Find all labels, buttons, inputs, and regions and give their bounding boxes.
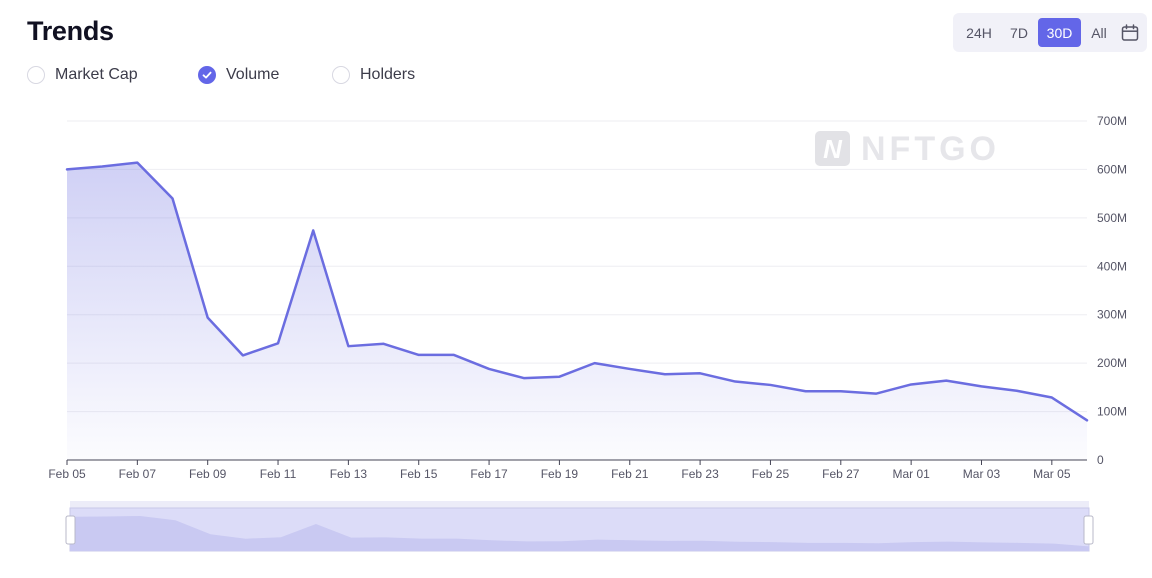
data-point: [593, 361, 597, 365]
x-tick-label: Mar 05: [1033, 467, 1071, 481]
legend-label-market-cap: Market Cap: [55, 66, 138, 83]
data-point: [100, 165, 104, 169]
x-tick-label: Feb 07: [119, 467, 157, 481]
y-tick-label: 500M: [1097, 211, 1127, 225]
x-tick-label: Feb 21: [611, 467, 649, 481]
x-tick-label: Feb 11: [260, 467, 297, 481]
data-point: [874, 392, 878, 396]
legend-item-holders[interactable]: Holders: [332, 66, 452, 84]
x-tick-label: Feb 23: [681, 467, 719, 481]
data-point: [171, 196, 175, 200]
x-tick-label: Feb 19: [541, 467, 579, 481]
data-point: [452, 353, 456, 357]
watermark-text: NFTGO: [861, 130, 1000, 168]
legend-item-volume[interactable]: Volume: [198, 66, 332, 84]
legend-label-holders: Holders: [360, 66, 416, 83]
data-point: [417, 353, 421, 357]
volume-line: [65, 161, 1089, 422]
legend-label-volume: Volume: [226, 66, 280, 83]
data-point: [839, 389, 843, 393]
range-30d-button[interactable]: 30D: [1038, 18, 1081, 47]
calendar-button[interactable]: [1117, 18, 1143, 47]
data-point: [382, 342, 386, 346]
market-cap-checkbox[interactable]: [27, 66, 45, 84]
legend-item-market-cap[interactable]: Market Cap: [27, 66, 198, 84]
data-point: [522, 376, 526, 380]
data-point: [628, 367, 632, 371]
data-point: [276, 341, 280, 345]
navigator-top-bar: [70, 501, 1089, 508]
x-tick-label: Feb 25: [752, 467, 790, 481]
data-point: [241, 353, 245, 357]
data-point: [698, 371, 702, 375]
x-tick-label: Feb 05: [48, 467, 86, 481]
x-tick-label: Feb 17: [470, 467, 508, 481]
x-tick-label: Mar 01: [892, 467, 930, 481]
volume-checkbox[interactable]: [198, 66, 216, 84]
data-point: [804, 389, 808, 393]
data-point: [487, 367, 491, 371]
x-axis: Feb 05 Feb 07 Feb 09 Feb 11 Feb 13 Feb 15 Feb …: [48, 459, 1087, 481]
nftgo-watermark: N NFTGO: [815, 130, 1000, 168]
data-point: [206, 316, 210, 320]
calendar-icon: [1121, 23, 1139, 41]
volume-area: [67, 162, 1087, 460]
chart-legend: Market Cap Volume Holders: [27, 66, 452, 84]
navigator-series-area: [70, 516, 1089, 551]
data-point: [909, 382, 913, 386]
data-point: [65, 167, 69, 171]
range-all-button[interactable]: All: [1091, 24, 1107, 41]
range-24h-button[interactable]: 24H: [966, 24, 992, 41]
data-point: [979, 384, 983, 388]
data-point: [1050, 396, 1054, 400]
check-icon: [202, 71, 212, 79]
data-point: [944, 379, 948, 383]
data-point: [346, 344, 350, 348]
navigator-right-handle[interactable]: [1083, 515, 1094, 545]
x-tick-label: Feb 15: [400, 467, 438, 481]
x-tick-label: Feb 27: [822, 467, 860, 481]
holders-checkbox[interactable]: [332, 66, 350, 84]
range-7d-button[interactable]: 7D: [1010, 24, 1028, 41]
y-tick-label: 600M: [1097, 162, 1127, 176]
data-point: [311, 228, 315, 232]
data-point: [1015, 389, 1019, 393]
data-point: [663, 372, 667, 376]
nftgo-logo-icon: [815, 131, 850, 166]
y-tick-label: 700M: [1097, 114, 1127, 128]
y-tick-label: 200M: [1097, 356, 1127, 370]
x-tick-label: Feb 09: [189, 467, 227, 481]
y-tick-label: 400M: [1097, 259, 1127, 273]
x-tick-label: Mar 03: [963, 467, 1001, 481]
range-navigator[interactable]: [65, 501, 1094, 552]
y-tick-label: 300M: [1097, 308, 1127, 322]
data-point: [768, 383, 772, 387]
navigator-left-handle[interactable]: [65, 515, 76, 545]
y-tick-label: 0: [1097, 453, 1104, 467]
chart-area-layer: [67, 162, 1087, 460]
x-tick-label: Feb 13: [330, 467, 368, 481]
y-tick-label: 100M: [1097, 405, 1127, 419]
data-point: [733, 380, 737, 384]
data-point: [557, 375, 561, 379]
data-point: [135, 161, 139, 165]
chart-line-layer: [65, 161, 1089, 422]
nftgo-logo-glyph: N: [823, 134, 843, 164]
time-range-selector: 24H 7D 30D All: [953, 13, 1147, 52]
data-point: [1085, 418, 1089, 422]
page-title: Trends: [27, 16, 114, 46]
y-axis: 0 100M 200M 300M 400M 500M 600M 700M: [1097, 114, 1127, 467]
